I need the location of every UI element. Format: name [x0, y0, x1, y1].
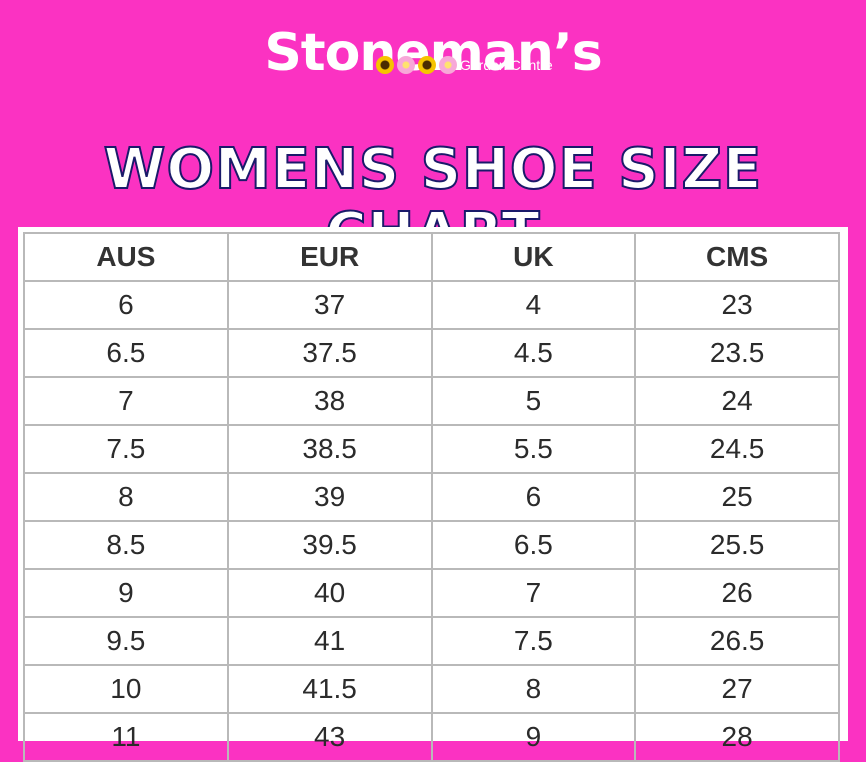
column-header-aus: AUS	[23, 232, 229, 282]
cell-cms: 24	[634, 376, 840, 426]
cell-aus: 6.5	[23, 328, 229, 378]
cell-aus: 8	[23, 472, 229, 522]
cell-uk: 7.5	[430, 616, 637, 666]
cell-eur: 38.5	[226, 424, 433, 474]
brand-subtitle: Garden Centre	[460, 57, 553, 73]
table-row: 8.5 39.5 6.5 25.5	[23, 520, 840, 570]
table-header-row: AUS EUR UK CMS	[23, 232, 840, 282]
cell-uk: 7	[430, 568, 637, 618]
cell-uk: 5.5	[430, 424, 637, 474]
table-row: 9 40 7 26	[23, 568, 840, 618]
cell-cms: 23	[634, 280, 840, 330]
cell-uk: 9	[430, 712, 637, 762]
table-row: 7 38 5 24	[23, 376, 840, 426]
cell-uk: 4	[430, 280, 637, 330]
table-row: 11 43 9 28	[23, 712, 840, 762]
table-row: 6 37 4 23	[23, 280, 840, 330]
sunflower-icon	[418, 56, 436, 74]
table-row: 8 39 6 25	[23, 472, 840, 522]
cell-cms: 24.5	[634, 424, 840, 474]
brand-subtitle-row: Garden Centre	[376, 56, 553, 74]
cell-cms: 25.5	[634, 520, 840, 570]
cell-eur: 37.5	[226, 328, 433, 378]
cell-aus: 7	[23, 376, 229, 426]
cell-aus: 7.5	[23, 424, 229, 474]
sunflower-icon	[376, 56, 394, 74]
cell-cms: 23.5	[634, 328, 840, 378]
cell-uk: 8	[430, 664, 637, 714]
table-row: 7.5 38.5 5.5 24.5	[23, 424, 840, 474]
column-header-cms: CMS	[634, 232, 840, 282]
column-header-eur: EUR	[226, 232, 433, 282]
cell-eur: 40	[226, 568, 433, 618]
cell-eur: 38	[226, 376, 433, 426]
cell-cms: 25	[634, 472, 840, 522]
cell-eur: 41	[226, 616, 433, 666]
column-header-uk: UK	[430, 232, 637, 282]
cell-uk: 4.5	[430, 328, 637, 378]
cell-eur: 39	[226, 472, 433, 522]
cell-eur: 43	[226, 712, 433, 762]
cell-aus: 8.5	[23, 520, 229, 570]
cell-aus: 6	[23, 280, 229, 330]
cell-aus: 9.5	[23, 616, 229, 666]
cell-uk: 6	[430, 472, 637, 522]
table-row: 9.5 41 7.5 26.5	[23, 616, 840, 666]
brand-name: Stoneman’s	[264, 23, 602, 83]
brand-logo: Stoneman’s	[0, 24, 866, 82]
size-chart-panel: AUS EUR UK CMS 6 37 4 23 6.5 37.5 4.5 23…	[18, 227, 848, 762]
cell-cms: 27	[634, 664, 840, 714]
cell-aus: 10	[23, 664, 229, 714]
table-row: 6.5 37.5 4.5 23.5	[23, 328, 840, 378]
cell-cms: 26.5	[634, 616, 840, 666]
cell-cms: 26	[634, 568, 840, 618]
cell-eur: 37	[226, 280, 433, 330]
size-chart-table: AUS EUR UK CMS 6 37 4 23 6.5 37.5 4.5 23…	[23, 232, 840, 762]
cell-eur: 39.5	[226, 520, 433, 570]
cell-cms: 28	[634, 712, 840, 762]
table-row: 10 41.5 8 27	[23, 664, 840, 714]
cell-aus: 9	[23, 568, 229, 618]
daisy-icon	[439, 56, 457, 74]
daisy-icon	[397, 56, 415, 74]
cell-aus: 11	[23, 712, 229, 762]
cell-uk: 6.5	[430, 520, 637, 570]
cell-uk: 5	[430, 376, 637, 426]
cell-eur: 41.5	[226, 664, 433, 714]
